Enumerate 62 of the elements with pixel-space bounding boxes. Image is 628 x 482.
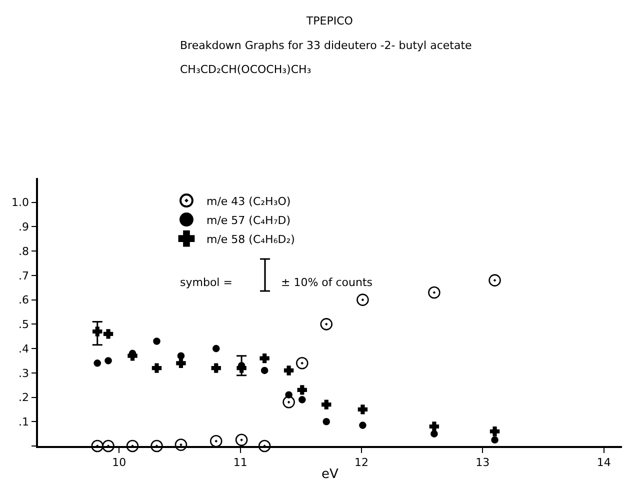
legend-label: m/e 58 (C₄H₆D₂): [206, 232, 295, 246]
point: [150, 440, 163, 452]
point: [211, 363, 221, 373]
point: [176, 358, 186, 368]
x-tick-label: 13: [476, 456, 490, 469]
y-tick-label: .8: [18, 244, 30, 258]
point: [235, 434, 248, 446]
point: [428, 286, 440, 299]
point: [359, 422, 366, 429]
point: [102, 440, 114, 452]
annotation: symbol =: [180, 276, 232, 289]
text: CH₃CD₂CH(OCOCH₃)CH₃: [180, 63, 312, 76]
point: [174, 438, 188, 451]
point: [260, 353, 270, 364]
point: [258, 440, 271, 452]
y-tick-label: .9: [18, 220, 30, 234]
legend-label: m/e 57 (C₄H₇D): [206, 214, 290, 227]
y-tick-label: .1: [18, 415, 30, 428]
chart-title: TPEPICO: [305, 14, 354, 28]
y-tick-label: .2: [18, 391, 30, 404]
point: [104, 357, 112, 364]
y-tick-label: .7: [18, 269, 30, 282]
point: [103, 329, 114, 339]
point: [358, 404, 368, 414]
point: [260, 366, 268, 374]
y-tick-label: 1.0: [12, 196, 30, 210]
point: [94, 360, 102, 367]
point: [152, 363, 162, 373]
point: [92, 326, 102, 336]
point: [322, 418, 330, 426]
point: [488, 274, 501, 286]
point: [126, 440, 139, 452]
point: [298, 396, 306, 404]
x-tick-label: 11: [233, 456, 248, 469]
x-tick-label: 14: [596, 456, 611, 469]
point: [490, 426, 500, 436]
point: [491, 436, 498, 444]
point: [356, 294, 369, 306]
point: [153, 338, 160, 345]
point: [91, 440, 104, 452]
x-tick-label: 10: [112, 456, 126, 469]
y-tick-label: .6: [18, 294, 30, 307]
annotation: ± 10% of counts: [281, 276, 373, 289]
point: [285, 391, 292, 398]
chart-subtitle: Breakdown Graphs for 33 dideutero -2- butyl acetate: [180, 39, 472, 52]
y-tick-label: .5: [18, 318, 30, 332]
y-tick-label: .3: [18, 366, 30, 380]
legend-label: m/e 43 (C₂H₃O): [206, 194, 291, 208]
point: [429, 422, 440, 432]
point: [322, 400, 332, 410]
x-tick-label: 12: [354, 456, 368, 469]
point: [430, 430, 438, 438]
point: [212, 344, 220, 352]
y-tick-label: .4: [18, 342, 30, 356]
point: [297, 385, 307, 395]
point: [177, 352, 185, 360]
point: [320, 318, 333, 330]
point: [210, 434, 222, 448]
point: [284, 366, 294, 376]
x-axis-title: eV: [322, 467, 339, 482]
point: [296, 357, 308, 370]
point: [282, 396, 295, 408]
